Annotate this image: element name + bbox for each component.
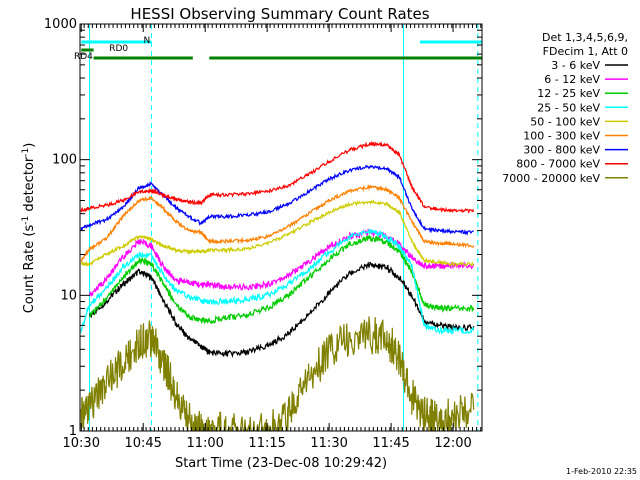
chart-title: HESSI Observing Summary Count Rates: [130, 5, 429, 23]
legend-entry-label-7: 800 - 7000 keV: [516, 158, 600, 171]
data-layer: [80, 24, 482, 431]
x-tick-label-0: 10:30: [63, 436, 100, 451]
legend-entry-label-5: 100 - 300 keV: [523, 130, 600, 143]
flag-label-3: RD4: [74, 52, 93, 62]
footer-timestamp: 1-Feb-2010 22:35: [566, 467, 637, 476]
series-line-8: [80, 316, 475, 431]
series-line-2: [88, 235, 475, 325]
series-line-5: [80, 183, 475, 263]
y-tick-label-0: 1: [69, 424, 77, 439]
x-tick-label-1: 10:45: [124, 436, 161, 451]
legend-header-1: FDecim 1, Att 0: [543, 45, 628, 58]
series-line-0: [88, 261, 475, 359]
x-axis-label: Start Time (23-Dec-08 10:29:42): [175, 456, 387, 471]
legend-header-0: Det 1,3,4,5,6,9,: [542, 31, 628, 44]
x-tick-label-3: 11:15: [248, 436, 285, 451]
y-tick-label-2: 100: [52, 153, 77, 168]
legend-entry-label-1: 6 - 12 keV: [544, 73, 600, 86]
x-tick-label-4: 11:30: [310, 436, 347, 451]
series-line-3: [80, 228, 475, 335]
series-line-6: [80, 164, 474, 236]
legend-entry-label-3: 25 - 50 keV: [537, 101, 600, 114]
plot-frame: [79, 23, 483, 432]
axes: N RD0 RD4 10:30 10:45 11:00 11:15 11:30 11:45 12:…: [44, 17, 482, 451]
plot-area: [79, 23, 483, 432]
x-tick-label-6: 12:00: [434, 436, 471, 451]
legend-entry-label-6: 300 - 800 keV: [523, 144, 600, 157]
flag-label-0: N: [143, 36, 150, 46]
series-line-7: [80, 140, 475, 214]
x-tick-label-5: 11:45: [372, 436, 409, 451]
y-tick-label-3: 1000: [44, 17, 77, 32]
legend: Det 1,3,4,5,6,9,FDecim 1, Att 03 - 6 keV…: [502, 31, 628, 185]
legend-entry-label-0: 3 - 6 keV: [551, 59, 600, 72]
flag-label-2: RD0: [109, 44, 128, 54]
legend-entry-label-2: 12 - 25 keV: [537, 87, 600, 100]
series-line-4: [80, 199, 475, 268]
legend-entry-label-8: 7000 - 20000 keV: [502, 172, 600, 185]
series-line-1: [88, 227, 475, 297]
x-tick-label-2: 11:00: [186, 436, 223, 451]
legend-entry-label-4: 50 - 100 keV: [530, 115, 600, 128]
y-axis-label: Count Rate (s-1 detector-1): [21, 143, 37, 314]
y-tick-label-1: 10: [60, 288, 77, 303]
